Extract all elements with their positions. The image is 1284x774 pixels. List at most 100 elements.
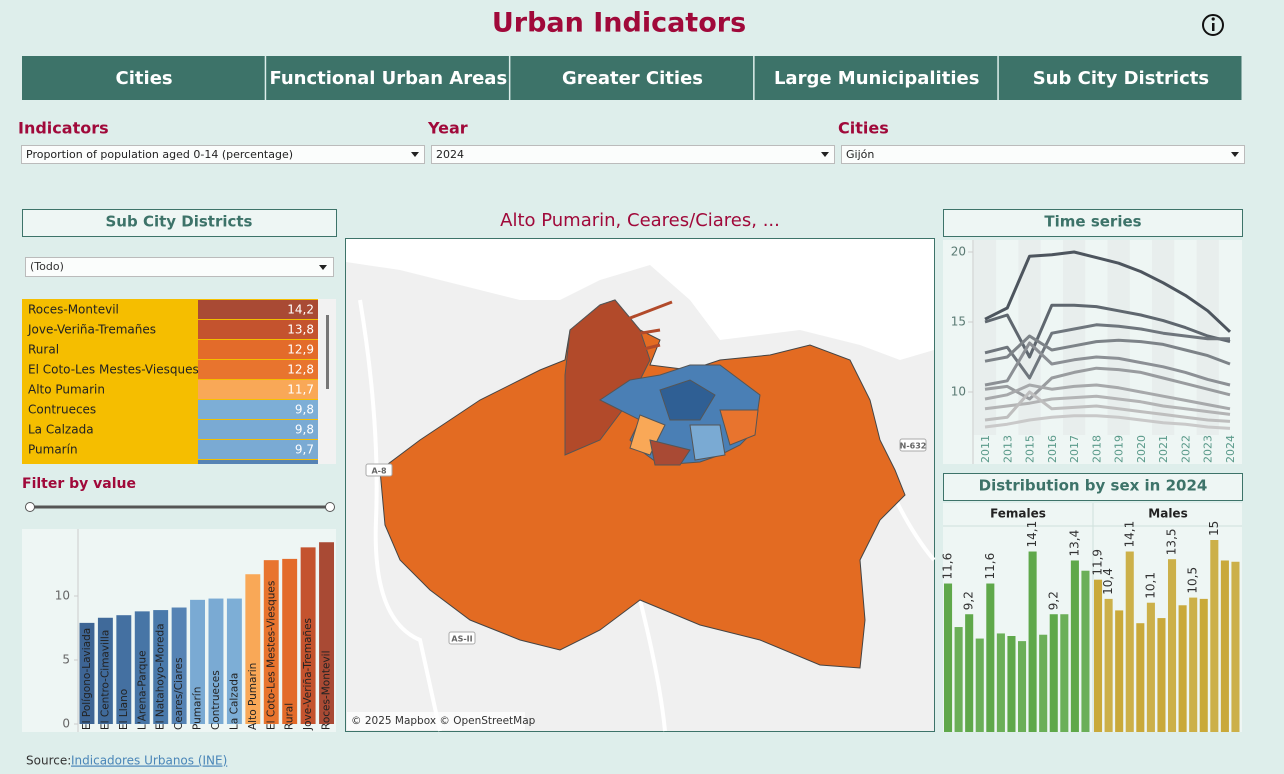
value-label: 10,5 — [1186, 567, 1200, 594]
table-cell — [198, 460, 318, 464]
value-label: 9,2 — [962, 591, 976, 610]
panel-title: Sub City Districts — [106, 213, 253, 231]
bar — [1221, 560, 1229, 732]
dropdown-value[interactable]: Proportion of population aged 0-14 (perc… — [26, 148, 293, 161]
y-tick-label: 0 — [62, 717, 70, 731]
table-name: Alto Pumarin — [28, 383, 105, 397]
page-title: Urban Indicators — [492, 8, 746, 39]
x-tick-label: El Centro-Cimavilla — [99, 630, 111, 730]
road-label: N-632 — [900, 442, 927, 451]
panel-header: Males — [1148, 507, 1187, 521]
bar — [1007, 636, 1015, 732]
table-name: Contrueces — [28, 403, 96, 417]
bar — [1018, 641, 1026, 732]
filter-label: Filter by value — [22, 476, 136, 492]
y-tick-label: 20 — [951, 245, 966, 259]
x-tick-label: 2011 — [979, 435, 992, 463]
source-link[interactable]: Indicadores Urbanos (INE) — [71, 754, 227, 768]
x-tick-label: Rural — [284, 703, 296, 730]
dropdown-value[interactable]: 2024 — [436, 148, 464, 161]
bar — [1147, 603, 1155, 732]
table-value: 9,7 — [295, 443, 314, 457]
dropdown[interactable] — [842, 146, 1245, 164]
y-tick-label: 5 — [62, 653, 70, 667]
bar — [1126, 552, 1134, 732]
tab-label[interactable]: Large Municipalities — [774, 68, 979, 89]
bar — [955, 627, 963, 732]
panel-title: Time series — [1044, 213, 1141, 231]
x-tick-label: Pumarín — [192, 687, 204, 730]
value-label: 9,2 — [1046, 591, 1060, 610]
table-value: 11,7 — [287, 383, 314, 397]
column-band — [974, 240, 996, 435]
tab-label[interactable]: Cities — [116, 68, 173, 89]
x-tick-label: Contrueces — [210, 670, 222, 730]
bar — [1071, 560, 1079, 732]
x-tick-label: El Coto-Les Mestes-Viesques — [265, 581, 277, 730]
y-tick-label: 10 — [55, 589, 70, 603]
bar — [1115, 610, 1123, 732]
bar — [282, 559, 297, 724]
table-value: 13,8 — [287, 323, 314, 337]
bar — [997, 633, 1005, 732]
value-label: 13,5 — [1165, 528, 1179, 555]
bar — [1168, 559, 1176, 732]
filter-label: Cities — [838, 119, 889, 138]
filter-label: Indicators — [18, 119, 109, 138]
bar — [944, 584, 952, 732]
table-value: 9,8 — [295, 403, 314, 417]
dropdown-value[interactable]: (Todo) — [30, 260, 64, 273]
dropdown[interactable] — [432, 146, 835, 164]
x-tick-label: 2018 — [1090, 435, 1103, 463]
filter-label: Year — [427, 119, 468, 138]
table-value: 12,9 — [287, 343, 314, 357]
dropdown[interactable] — [26, 258, 334, 277]
x-tick-label: Alto Pumarin — [247, 663, 259, 730]
bar — [1060, 614, 1068, 732]
y-tick-label: 10 — [951, 385, 966, 399]
value-label: 10,1 — [1143, 572, 1157, 599]
x-tick-label: Ceares/Ciares — [173, 658, 185, 730]
tab-label[interactable]: Sub City Districts — [1033, 68, 1209, 89]
bar — [1105, 599, 1113, 732]
slider-handle[interactable] — [26, 503, 35, 512]
info-icon-stem — [1212, 23, 1215, 31]
table-name: La Calzada — [28, 423, 94, 437]
tab-label[interactable]: Functional Urban Areas — [269, 68, 507, 89]
map-title: Alto Pumarin, Ceares/Ciares, ... — [500, 210, 780, 231]
bar — [1231, 562, 1239, 732]
table-name: Rural — [28, 343, 59, 357]
value-label: 11,6 — [941, 553, 955, 580]
bar — [1050, 614, 1058, 732]
road-label: AS-II — [451, 635, 472, 644]
map-attribution: © 2025 Mapbox © OpenStreetMap — [351, 715, 536, 727]
slider-handle[interactable] — [326, 503, 335, 512]
tab-label[interactable]: Greater Cities — [562, 68, 703, 89]
x-tick-label: 2022 — [1179, 435, 1192, 463]
x-tick-label: 2019 — [1113, 435, 1126, 463]
source-label: Source: — [26, 754, 71, 768]
bar — [1029, 552, 1037, 732]
info-icon-dot — [1212, 17, 1215, 20]
value-label: 11,6 — [983, 553, 997, 580]
x-tick-label: Roces-Montevil — [321, 650, 333, 730]
table-name: El Coto-Les Mestes-Viesques — [28, 363, 199, 377]
scrollbar-thumb[interactable] — [326, 315, 329, 389]
bar — [1210, 540, 1218, 732]
x-tick-label: 2024 — [1224, 435, 1237, 463]
map-region — [690, 425, 725, 460]
dropdown-value[interactable]: Gijón — [846, 148, 874, 161]
x-tick-label: 2015 — [1024, 435, 1037, 463]
panel-header: Females — [990, 507, 1046, 521]
bar — [1094, 580, 1102, 732]
bar — [965, 614, 973, 732]
bar — [1200, 599, 1208, 732]
value-label: 15 — [1207, 521, 1221, 536]
table-value: 9,8 — [295, 423, 314, 437]
bar — [1136, 623, 1144, 732]
bar — [1081, 571, 1089, 732]
table-value: 14,2 — [287, 303, 314, 317]
column-band — [1108, 240, 1130, 435]
y-tick-label: 15 — [951, 315, 966, 329]
bar — [1039, 635, 1047, 732]
